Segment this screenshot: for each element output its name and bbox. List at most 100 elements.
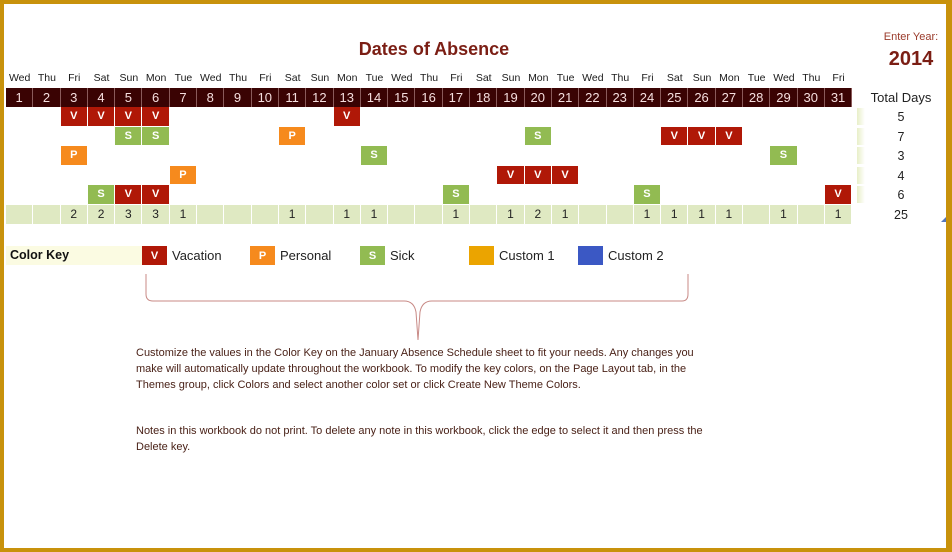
empty-cell[interactable] [770,166,797,186]
empty-cell[interactable] [634,107,661,127]
empty-cell[interactable] [224,146,251,166]
absence-mark-v[interactable]: V [524,165,552,185]
empty-cell[interactable] [579,166,606,186]
empty-cell[interactable] [497,185,524,205]
empty-cell[interactable] [634,166,661,186]
empty-cell[interactable] [170,107,197,127]
date-cell[interactable]: 1 [6,87,34,107]
absence-mark-s[interactable]: S [633,185,662,205]
empty-cell[interactable] [607,166,634,186]
empty-cell[interactable] [634,146,661,166]
absence-mark-v[interactable]: V [688,126,716,146]
empty-cell[interactable] [61,127,88,147]
date-cell[interactable]: 23 [606,87,634,107]
empty-cell[interactable] [798,127,825,147]
empty-cell[interactable] [743,185,770,205]
empty-cell[interactable] [306,127,333,147]
color-swatch[interactable]: S [360,246,385,265]
empty-cell[interactable] [497,127,524,147]
table-resize-handle[interactable] [941,217,946,222]
date-cell[interactable]: 28 [743,87,771,107]
empty-cell[interactable] [279,166,306,186]
empty-cell[interactable] [607,185,634,205]
date-cell[interactable]: 26 [688,87,716,107]
date-cell[interactable]: 30 [797,87,825,107]
empty-cell[interactable] [552,107,579,127]
date-cell[interactable]: 27 [715,87,744,107]
absence-mark-v[interactable]: V [715,126,744,146]
empty-cell[interactable] [6,107,33,127]
color-key-item[interactable]: S Sick [360,246,415,265]
date-cell[interactable]: 17 [442,87,471,107]
empty-cell[interactable] [88,127,115,147]
date-cell[interactable]: 16 [415,87,443,107]
empty-cell[interactable] [743,166,770,186]
empty-cell[interactable] [33,146,60,166]
empty-cell[interactable] [634,127,661,147]
empty-cell[interactable] [607,127,634,147]
date-cell[interactable]: 8 [197,87,225,107]
date-cell[interactable]: 20 [524,87,552,107]
color-swatch[interactable]: V [142,246,167,265]
empty-cell[interactable] [252,146,279,166]
empty-cell[interactable] [279,107,306,127]
absence-mark-v[interactable]: V [87,107,116,127]
empty-cell[interactable] [415,127,442,147]
empty-cell[interactable] [579,185,606,205]
absence-mark-p[interactable]: P [278,126,307,146]
date-cell[interactable]: 19 [497,87,525,107]
absence-mark-v[interactable]: V [551,165,580,185]
empty-cell[interactable] [361,166,388,186]
empty-cell[interactable] [798,166,825,186]
absence-mark-s[interactable]: S [770,146,798,166]
absence-mark-v[interactable]: V [142,185,170,205]
delete-note[interactable]: Notes in this workbook do not print. To … [136,425,703,453]
absence-mark-v[interactable]: V [661,126,689,146]
empty-cell[interactable] [197,107,224,127]
date-cell[interactable]: 14 [360,87,389,107]
empty-cell[interactable] [688,107,715,127]
empty-cell[interactable] [361,127,388,147]
empty-cell[interactable] [716,185,743,205]
empty-cell[interactable] [443,107,470,127]
date-cell[interactable]: 11 [278,87,307,107]
date-cell[interactable]: 5 [115,87,143,107]
empty-cell[interactable] [688,146,715,166]
empty-cell[interactable] [798,185,825,205]
absence-mark-v[interactable]: V [142,107,170,127]
empty-cell[interactable] [470,146,497,166]
date-cell[interactable]: 18 [470,87,498,107]
empty-cell[interactable] [470,107,497,127]
empty-cell[interactable] [334,146,361,166]
empty-cell[interactable] [170,185,197,205]
empty-cell[interactable] [743,107,770,127]
empty-cell[interactable] [33,166,60,186]
empty-cell[interactable] [142,166,169,186]
date-cell[interactable]: 15 [388,87,416,107]
empty-cell[interactable] [579,127,606,147]
date-cell[interactable]: 13 [333,87,361,107]
empty-cell[interactable] [388,146,415,166]
empty-cell[interactable] [61,185,88,205]
date-cell[interactable]: 7 [169,87,198,107]
empty-cell[interactable] [6,166,33,186]
empty-cell[interactable] [306,146,333,166]
empty-cell[interactable] [770,185,797,205]
empty-cell[interactable] [716,146,743,166]
absence-mark-s[interactable]: S [360,146,389,166]
date-cell[interactable]: 29 [770,87,798,107]
date-cell[interactable]: 25 [661,87,689,107]
empty-cell[interactable] [388,166,415,186]
empty-cell[interactable] [279,146,306,166]
date-cell[interactable]: 4 [87,87,116,107]
absence-mark-s[interactable]: S [87,185,116,205]
date-cell[interactable]: 6 [142,87,170,107]
empty-cell[interactable] [470,185,497,205]
empty-cell[interactable] [388,107,415,127]
color-key-item[interactable]: V Vacation [142,246,222,265]
empty-cell[interactable] [61,166,88,186]
empty-cell[interactable] [443,127,470,147]
empty-cell[interactable] [361,107,388,127]
empty-cell[interactable] [6,185,33,205]
empty-cell[interactable] [415,185,442,205]
